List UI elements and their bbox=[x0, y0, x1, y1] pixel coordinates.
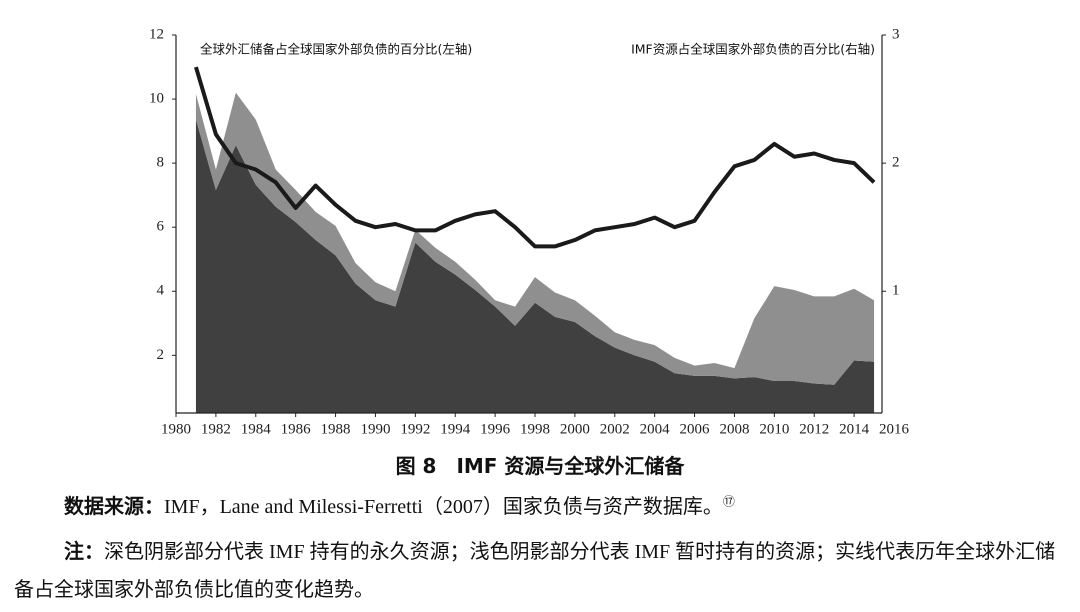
source-text: IMF，Lane and Milessi-Ferretti（2007）国家负债与… bbox=[164, 496, 723, 518]
x-tick-label: 1988 bbox=[321, 421, 351, 437]
x-tick-label: 2014 bbox=[839, 421, 870, 437]
line bbox=[194, 66, 876, 249]
footnote: ⑰ bbox=[722, 494, 735, 509]
note-text: 深色阴影部分代表 IMF 持有的永久资源；浅色阴影部分代表 IMF 暂时持有的资… bbox=[14, 541, 1056, 601]
x-tick-label: 2010 bbox=[759, 421, 789, 437]
right-annotation: IMF资源占全球国家外部负债的百分比(右轴) bbox=[631, 42, 875, 57]
y-tick-label: 8 bbox=[157, 155, 165, 171]
x-tick-label: 1998 bbox=[520, 421, 550, 437]
y-tick-label: 10 bbox=[149, 91, 164, 107]
x-tick-label: 1980 bbox=[161, 421, 191, 437]
x-tick-label: 2008 bbox=[719, 421, 749, 437]
x-tick-label: 1990 bbox=[360, 421, 390, 437]
x-tick-label: 1982 bbox=[201, 421, 231, 437]
y-tick-label: 2 bbox=[157, 347, 165, 363]
x-tick-label: 2016 bbox=[879, 421, 910, 437]
x-tick-label: 1992 bbox=[400, 421, 430, 437]
source: 数据来源：IMF，Lane and Milessi-Ferretti（2007）… bbox=[64, 490, 735, 519]
y-tick-label: 4 bbox=[157, 283, 165, 299]
x-tick-label: 2012 bbox=[799, 421, 829, 437]
y2-tick-label: 2 bbox=[892, 155, 900, 171]
x-tick-label: 2006 bbox=[680, 421, 711, 437]
chart: 全球外汇储备占全球国家外部负债的百分比(左轴) IMF资源占全球国家外部负债的百… bbox=[149, 26, 910, 437]
x-tick-label: 2004 bbox=[640, 421, 671, 437]
y-tick-label: 6 bbox=[157, 219, 165, 235]
caption: 图 8 IMF 资源与全球外汇储备 bbox=[395, 454, 685, 478]
y2-tick-label: 1 bbox=[892, 283, 900, 299]
x-tick-label: 2000 bbox=[560, 421, 590, 437]
source-label: 数据来源： bbox=[64, 494, 164, 518]
area bbox=[195, 119, 875, 413]
note-label: 注： bbox=[64, 539, 104, 563]
y2-tick-label: 3 bbox=[892, 26, 900, 42]
x-tick-label: 1994 bbox=[440, 421, 471, 437]
note: 注：深色阴影部分代表 IMF 持有的永久资源；浅色阴影部分代表 IMF 暂时持有… bbox=[14, 532, 1064, 609]
x-tick-label: 1984 bbox=[241, 421, 272, 437]
x-tick-label: 1986 bbox=[281, 421, 312, 437]
y-tick-label: 12 bbox=[149, 26, 164, 42]
area bbox=[195, 92, 875, 385]
left-annotation: 全球外汇储备占全球国家外部负债的百分比(左轴) bbox=[200, 42, 472, 57]
x-tick-label: 1996 bbox=[480, 421, 511, 437]
x-tick-label: 2002 bbox=[600, 421, 630, 437]
